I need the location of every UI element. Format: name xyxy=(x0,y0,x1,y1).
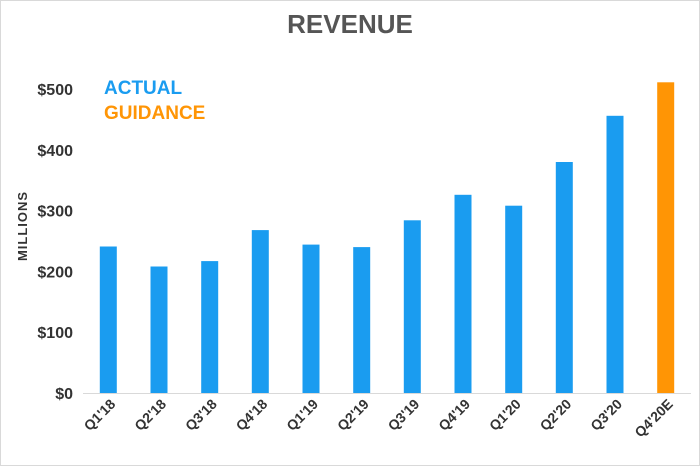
y-tick-label: $100 xyxy=(37,325,73,342)
y-tick-label: $400 xyxy=(37,143,73,160)
bar-q219 xyxy=(353,247,371,393)
x-tick-label: Q2'20 xyxy=(537,396,575,434)
bar-q320 xyxy=(606,115,624,394)
bar-q118 xyxy=(99,246,117,393)
x-tick-label: Q3'18 xyxy=(182,396,220,434)
y-tick-label: $500 xyxy=(37,82,73,99)
bar-q220 xyxy=(555,162,573,393)
x-tick-label: Q4'18 xyxy=(233,396,271,434)
y-axis-ticks: $0 $100 $200 $300 $400 $500 xyxy=(37,82,73,403)
x-tick-label: Q2'18 xyxy=(131,396,169,434)
x-axis-ticks: Q1'18 Q2'18 Q3'18 Q4'18 Q1'19 Q2'19 Q3'19 Q4'19… xyxy=(81,396,676,441)
x-tick-label: Q1'19 xyxy=(283,396,321,434)
legend-guidance: GUIDANCE xyxy=(104,103,205,124)
y-tick-label: $0 xyxy=(55,386,73,403)
chart-title: REVENUE xyxy=(287,9,413,39)
x-tick-label: Q3'20 xyxy=(587,396,625,434)
x-tick-label: Q2'19 xyxy=(334,396,372,434)
legend-actual: ACTUAL xyxy=(104,78,182,99)
x-tick-label: Q4'19 xyxy=(435,396,473,434)
y-tick-label: $200 xyxy=(37,264,73,281)
bar-q418 xyxy=(251,230,269,393)
bar-q119 xyxy=(302,244,320,393)
bar-q120 xyxy=(505,205,523,393)
bar-q218 xyxy=(150,266,168,393)
y-axis-label: MILLIONS xyxy=(15,191,30,261)
bar-q319 xyxy=(403,220,421,393)
bar-q420e xyxy=(657,82,675,394)
bar-q419 xyxy=(454,194,472,393)
x-tick-label: Q4'20E xyxy=(631,396,675,440)
y-tick-label: $300 xyxy=(37,204,73,221)
x-tick-label: Q3'19 xyxy=(385,396,423,434)
bars xyxy=(99,82,675,394)
x-tick-label: Q1'20 xyxy=(486,396,524,434)
x-tick-label: Q1'18 xyxy=(81,396,119,434)
bar-q318 xyxy=(201,261,219,393)
